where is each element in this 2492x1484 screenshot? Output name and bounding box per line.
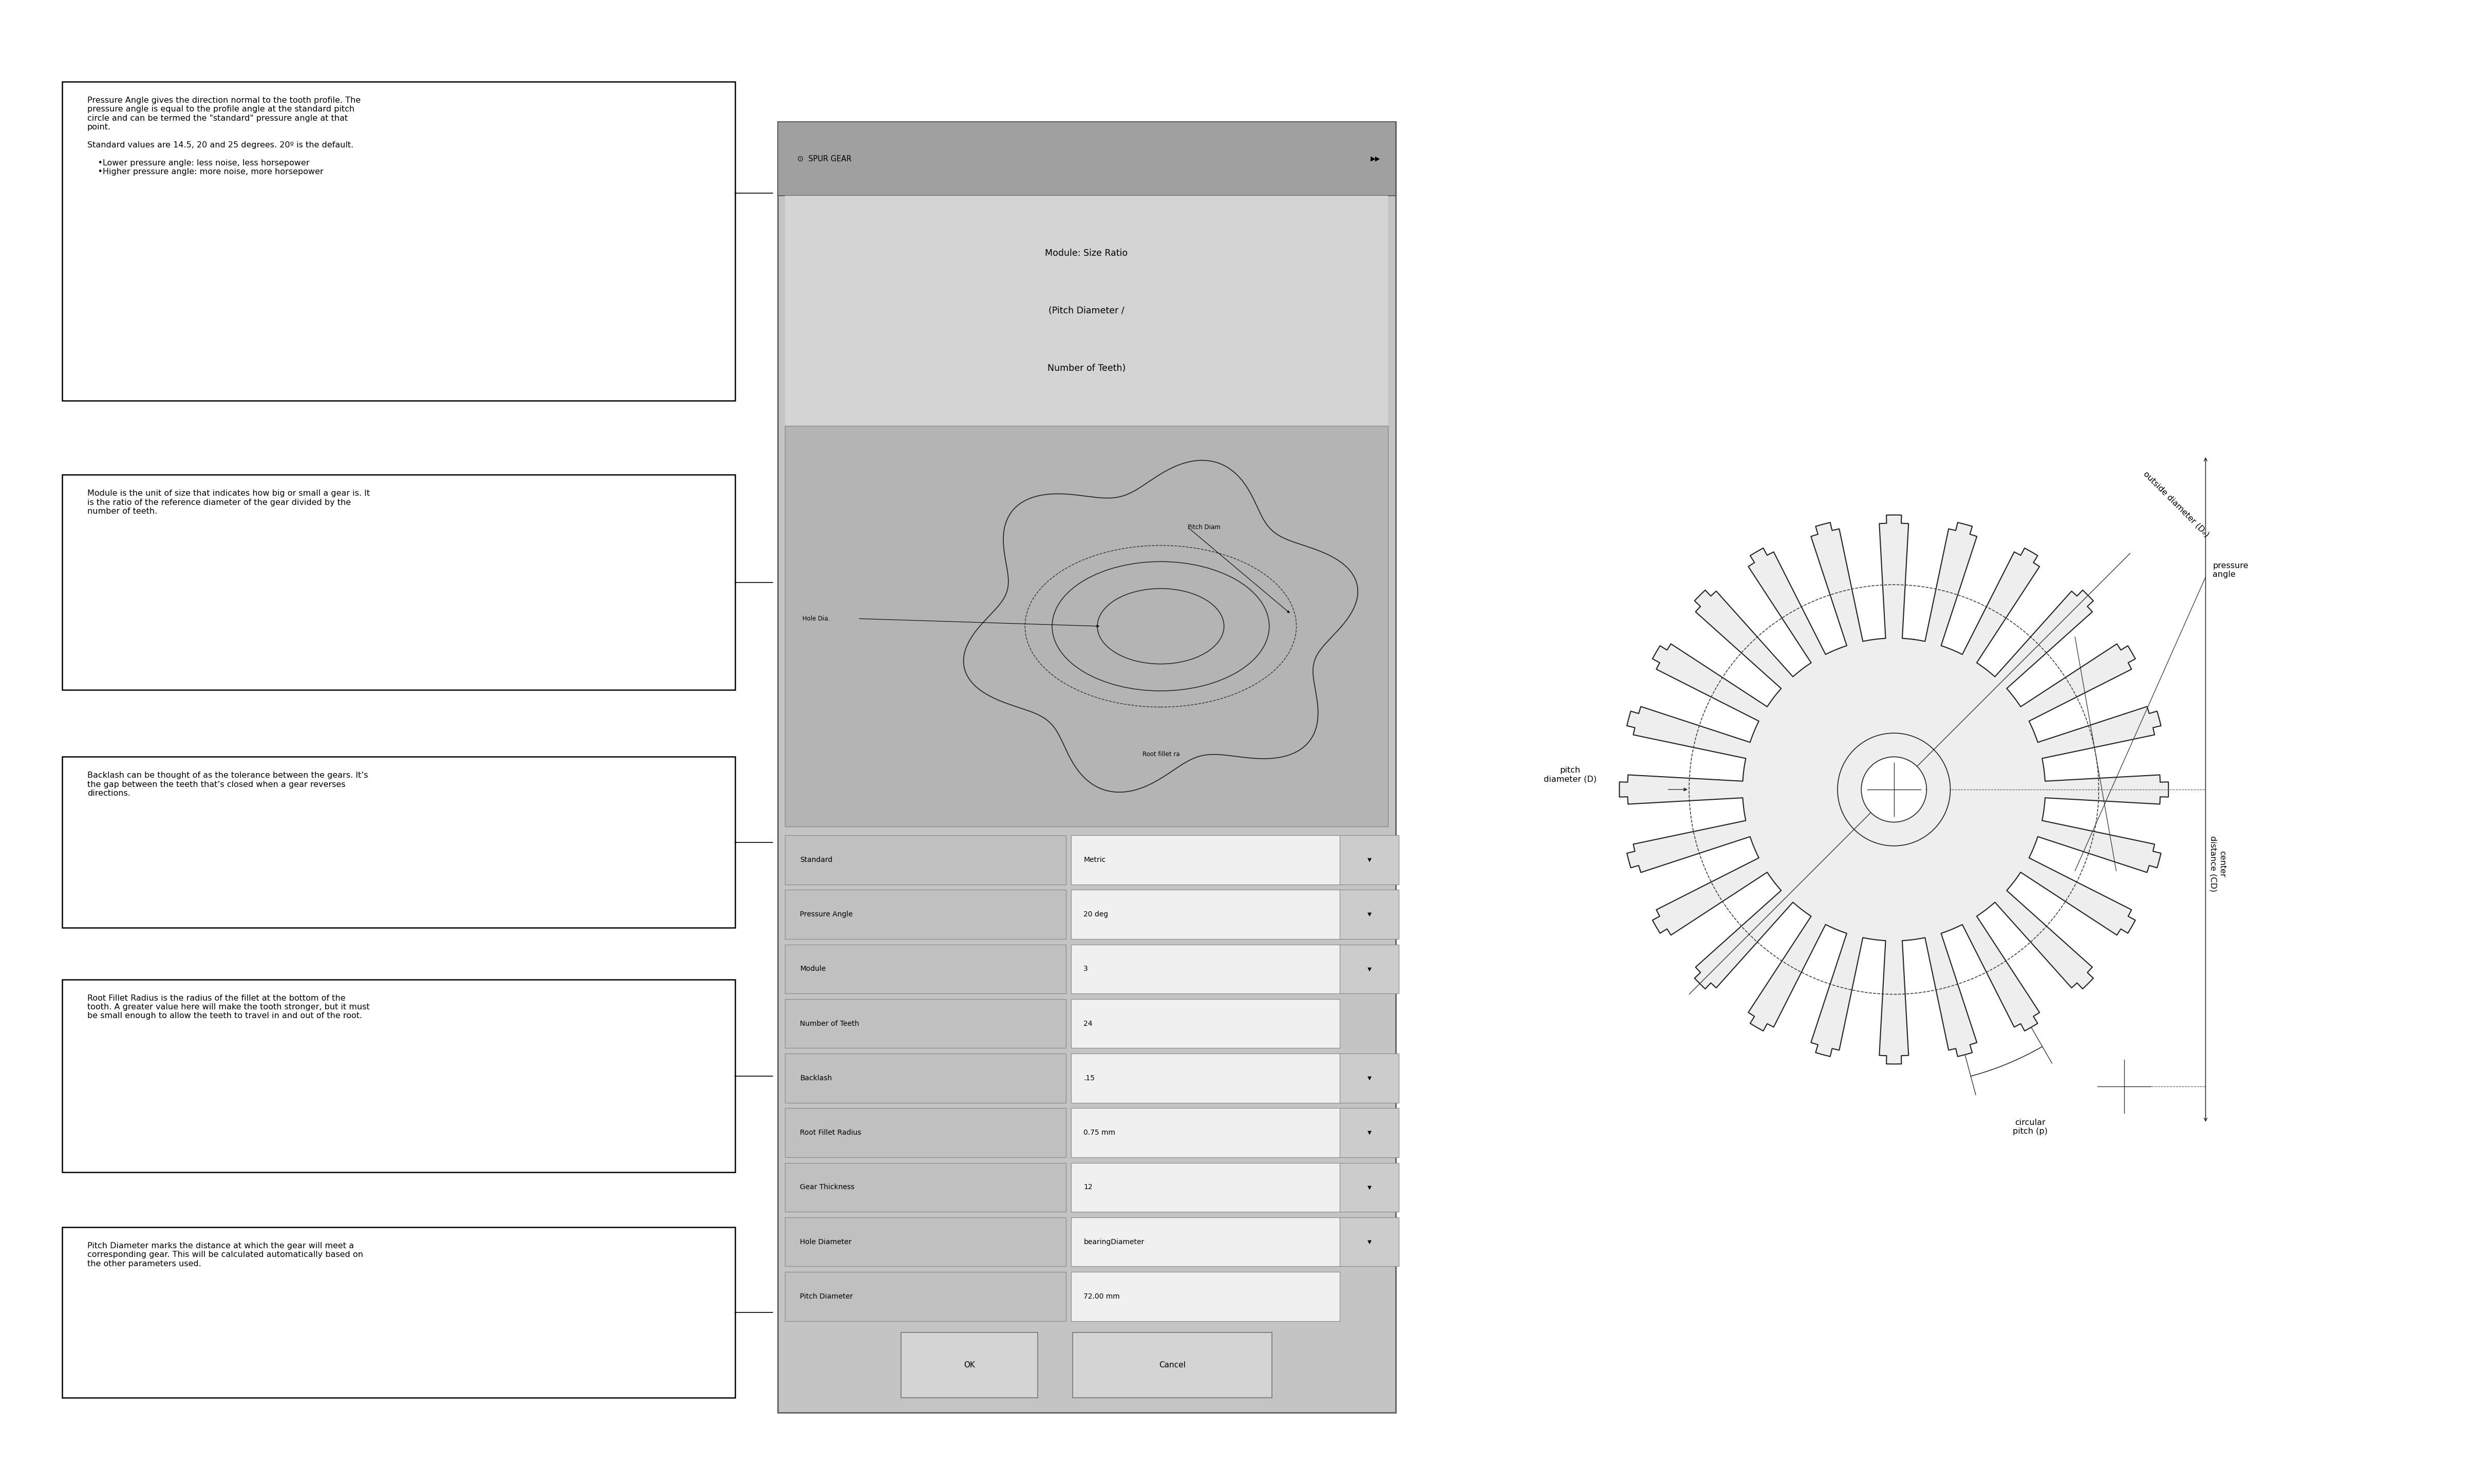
Bar xyxy=(62,82,735,401)
Polygon shape xyxy=(1620,515,2168,1064)
Bar xyxy=(785,1272,1067,1321)
Text: ▼: ▼ xyxy=(1368,1184,1371,1190)
Text: ⊙  SPUR GEAR: ⊙ SPUR GEAR xyxy=(797,154,852,163)
Bar xyxy=(1072,1054,1341,1103)
Text: Pressure Angle: Pressure Angle xyxy=(800,911,852,919)
Bar xyxy=(1341,1217,1398,1266)
Polygon shape xyxy=(1862,757,1926,822)
Text: (Pitch Diameter /: (Pitch Diameter / xyxy=(1049,306,1124,316)
Text: Backlash can be thought of as the tolerance between the gears. It’s
the gap betw: Backlash can be thought of as the tolera… xyxy=(87,772,369,797)
Text: 12: 12 xyxy=(1084,1184,1091,1190)
Text: Cancel: Cancel xyxy=(1159,1361,1186,1370)
Text: .15: .15 xyxy=(1084,1074,1094,1082)
Text: bearingDiameter: bearingDiameter xyxy=(1084,1238,1144,1245)
Bar xyxy=(1341,1109,1398,1158)
Text: Hole Dia.: Hole Dia. xyxy=(802,616,830,622)
Bar xyxy=(1072,890,1341,939)
Bar xyxy=(62,979,735,1172)
Bar xyxy=(1072,835,1341,884)
Bar xyxy=(785,944,1067,993)
Polygon shape xyxy=(1837,733,1951,846)
Text: Number of Teeth: Number of Teeth xyxy=(800,1020,860,1027)
Text: Root Fillet Radius is the radius of the fillet at the bottom of the
tooth. A gre: Root Fillet Radius is the radius of the … xyxy=(87,994,369,1020)
Bar xyxy=(1341,835,1398,884)
Text: Root fillet ra: Root fillet ra xyxy=(1141,751,1179,758)
Text: ▼: ▼ xyxy=(1368,1131,1371,1135)
Text: 72.00 mm: 72.00 mm xyxy=(1084,1293,1119,1300)
Bar xyxy=(785,1054,1067,1103)
Text: ▼: ▼ xyxy=(1368,966,1371,972)
Text: Module: Size Ratio: Module: Size Ratio xyxy=(1044,249,1129,258)
Bar xyxy=(785,426,1388,827)
Text: ▼: ▼ xyxy=(1368,911,1371,917)
Bar xyxy=(1072,999,1341,1048)
Text: center
distance (CD): center distance (CD) xyxy=(2208,835,2225,892)
Text: Standard: Standard xyxy=(800,856,832,864)
Bar xyxy=(900,1333,1037,1398)
Text: ▼: ▼ xyxy=(1368,858,1371,862)
Bar xyxy=(778,122,1396,196)
Bar xyxy=(785,890,1067,939)
Text: ▼: ▼ xyxy=(1368,1076,1371,1080)
Bar xyxy=(1072,944,1341,993)
Text: OK: OK xyxy=(964,1361,974,1370)
Bar xyxy=(1072,1333,1271,1398)
Bar xyxy=(1341,1054,1398,1103)
Text: Root Fillet Radius: Root Fillet Radius xyxy=(800,1129,862,1137)
Text: Module is the unit of size that indicates how big or small a gear is. It
is the : Module is the unit of size that indicate… xyxy=(87,490,369,515)
Bar xyxy=(62,475,735,690)
Bar xyxy=(785,1109,1067,1158)
Text: circular
pitch (p): circular pitch (p) xyxy=(2014,1119,2048,1135)
Text: Pressure Angle gives the direction normal to the tooth profile. The
pressure ang: Pressure Angle gives the direction norma… xyxy=(87,96,361,175)
Text: pitch
diameter (D): pitch diameter (D) xyxy=(1545,766,1597,784)
Text: 20 deg: 20 deg xyxy=(1084,911,1109,919)
Text: 24: 24 xyxy=(1084,1020,1091,1027)
Bar xyxy=(1341,944,1398,993)
Text: ▶▶: ▶▶ xyxy=(1371,156,1381,162)
Bar xyxy=(1072,1217,1341,1266)
Text: Metric: Metric xyxy=(1084,856,1106,864)
Text: Number of Teeth): Number of Teeth) xyxy=(1047,364,1126,372)
Text: Pitch Diameter: Pitch Diameter xyxy=(800,1293,852,1300)
Bar xyxy=(1341,890,1398,939)
Bar xyxy=(1341,1163,1398,1212)
Bar xyxy=(1072,1272,1341,1321)
Bar xyxy=(62,1227,735,1398)
Text: Module: Module xyxy=(800,966,825,972)
Bar xyxy=(785,835,1067,884)
Bar xyxy=(785,1163,1067,1212)
Text: outside diameter (Dₒ): outside diameter (Dₒ) xyxy=(2143,470,2210,539)
Bar xyxy=(62,757,735,928)
Text: Hole Diameter: Hole Diameter xyxy=(800,1238,852,1245)
Text: Pitch Diam: Pitch Diam xyxy=(1189,524,1221,531)
Bar xyxy=(778,122,1396,1413)
Text: ▼: ▼ xyxy=(1368,1239,1371,1245)
Text: 3: 3 xyxy=(1084,966,1089,972)
Text: pressure
angle: pressure angle xyxy=(2213,562,2248,579)
Text: Backlash: Backlash xyxy=(800,1074,832,1082)
Bar xyxy=(785,999,1067,1048)
Text: Gear Thickness: Gear Thickness xyxy=(800,1184,855,1190)
Bar xyxy=(1072,1163,1341,1212)
Bar xyxy=(785,196,1388,426)
Text: Pitch Diameter marks the distance at which the gear will meet a
corresponding ge: Pitch Diameter marks the distance at whi… xyxy=(87,1242,364,1267)
Text: 0.75 mm: 0.75 mm xyxy=(1084,1129,1116,1137)
Bar xyxy=(785,1217,1067,1266)
Bar xyxy=(1072,1109,1341,1158)
